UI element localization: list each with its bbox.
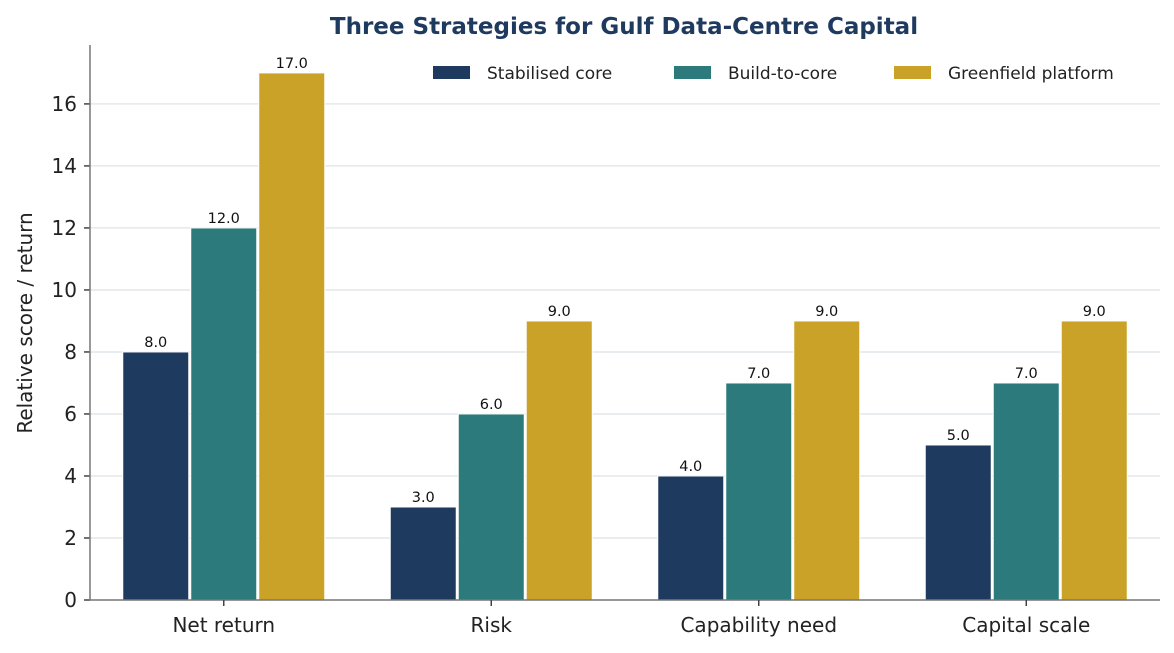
axes-layer: 0 2 4 6 8 10 12 14 16 Net return Risk Capability ne… [52, 45, 1160, 637]
y-tick-label: 14 [52, 154, 77, 178]
bar-stabilised-core-capital-scale [924, 444, 992, 601]
bar-greenfield-platform-net-return [258, 72, 326, 601]
data-label: 5.0 [947, 428, 970, 444]
chart-title: Three Strategies for Gulf Data-Centre Ca… [330, 14, 918, 40]
legend: Stabilised core Build-to-core Greenfield p… [433, 64, 1114, 84]
x-tick-label: Net return [172, 613, 275, 637]
x-tick-label: Capital scale [962, 613, 1090, 637]
data-label: 7.0 [747, 366, 770, 382]
data-label: 7.0 [1015, 366, 1038, 382]
y-tick-label: 0 [64, 588, 77, 612]
y-tick-label: 6 [64, 402, 77, 426]
y-tick-label: 2 [64, 526, 77, 550]
bars-layer [122, 72, 1128, 601]
y-tick-label: 8 [64, 340, 77, 364]
data-label: 9.0 [1083, 304, 1106, 320]
data-labels-layer: 8.0 12.0 17.0 3.0 6.0 9.0 4.0 7.0 9.0 5.0 7.0 9.0 [144, 56, 1106, 506]
legend-swatch [894, 66, 931, 79]
bar-greenfield-platform-risk [525, 320, 593, 601]
x-tick-label: Risk [471, 613, 513, 637]
data-label: 8.0 [144, 335, 167, 351]
data-label: 3.0 [412, 490, 435, 506]
y-tick-label: 12 [52, 216, 77, 240]
bar-build-to-core-capability-need [725, 382, 793, 601]
legend-label: Build-to-core [728, 64, 837, 84]
data-label: 6.0 [480, 397, 503, 413]
legend-swatch [433, 66, 470, 79]
data-label: 9.0 [815, 304, 838, 320]
bar-build-to-core-net-return [190, 227, 258, 601]
bar-greenfield-platform-capital-scale [1060, 320, 1128, 601]
y-tick-label: 10 [52, 278, 77, 302]
y-axis-label: Relative score / return [13, 212, 37, 433]
x-tick-label: Capability need [680, 613, 837, 637]
y-tick-label: 16 [52, 92, 77, 116]
legend-label: Greenfield platform [948, 64, 1114, 84]
data-label: 12.0 [208, 211, 240, 227]
legend-label: Stabilised core [487, 64, 612, 84]
data-label: 4.0 [679, 459, 702, 475]
bar-stabilised-core-risk [389, 506, 457, 601]
legend-swatch [674, 66, 711, 79]
bar-greenfield-platform-capability-need [793, 320, 861, 601]
bar-stabilised-core-capability-need [657, 475, 725, 601]
data-label: 9.0 [548, 304, 571, 320]
bar-stabilised-core-net-return [122, 351, 190, 601]
data-label: 17.0 [276, 56, 308, 72]
bar-build-to-core-capital-scale [992, 382, 1060, 601]
y-tick-label: 4 [64, 464, 77, 488]
bar-build-to-core-risk [457, 413, 525, 601]
